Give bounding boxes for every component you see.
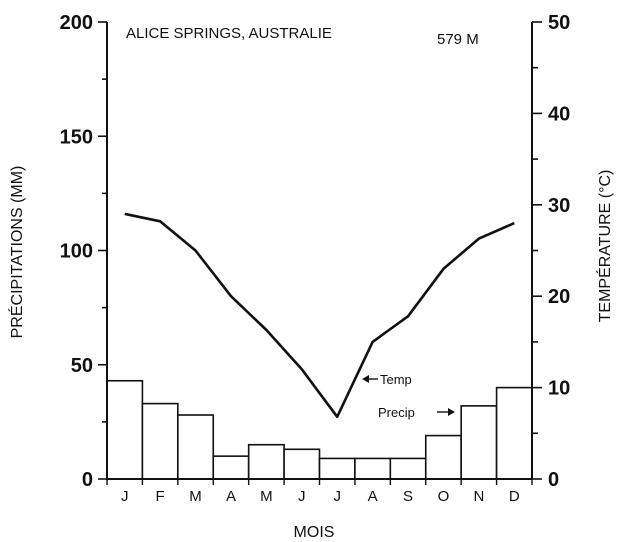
month-label: J	[333, 488, 341, 505]
precip-bar-1	[106, 379, 144, 480]
chart-title: ALICE SPRINGS, AUSTRALIE	[126, 25, 332, 42]
month-label: D	[509, 488, 520, 505]
precip-bar-12	[495, 386, 533, 480]
temp-line	[124, 212, 515, 419]
left-tick-label: 200	[60, 12, 93, 34]
precip-bar-5	[247, 443, 285, 480]
precip-bar-2	[141, 402, 179, 480]
right-tick-label: 30	[548, 195, 570, 217]
x-axis-title: MOIS	[294, 524, 335, 541]
chart-axes	[98, 21, 542, 485]
precip-bar-4	[212, 455, 250, 480]
left-tick-label: 50	[71, 355, 93, 377]
temp-arrow-head	[362, 375, 369, 383]
precip-bar-10	[424, 434, 462, 480]
month-label: O	[438, 488, 450, 505]
precip-bar-11	[460, 405, 498, 480]
altitude-label: 579 M	[437, 31, 479, 48]
right-tick-label: 0	[548, 469, 559, 491]
precip-bar-8	[354, 457, 392, 480]
y-axis-title-left: PRÉCIPITATIONS (MM)	[7, 166, 26, 339]
precip-bar-7	[318, 457, 356, 480]
month-label: N	[473, 488, 484, 505]
tick-labels: 0 50 100 150 200 0 10 20 30 40 50 J F M A M J J A S O N D	[60, 12, 571, 505]
precip-bar-3	[177, 414, 215, 480]
y-axis-title-right: TEMPÉRATURE (°C)	[595, 170, 614, 323]
right-tick-label: 50	[548, 12, 570, 34]
month-label: A	[368, 488, 378, 505]
precip-bar-9	[389, 457, 427, 480]
left-tick-label: 0	[82, 469, 93, 491]
right-tick-label: 10	[548, 378, 570, 400]
left-tick-label: 150	[60, 126, 93, 148]
right-tick-label: 20	[548, 286, 570, 308]
month-label: J	[121, 488, 129, 505]
month-label: M	[260, 488, 273, 505]
temp-annotation: Temp	[380, 372, 412, 387]
right-tick-label: 40	[548, 103, 570, 125]
precip-arrow-head	[448, 408, 455, 416]
precip-bar-6	[283, 448, 321, 480]
left-tick-label: 100	[60, 241, 93, 263]
month-label: F	[156, 488, 165, 505]
month-label: S	[403, 488, 413, 505]
chart-labels: ALICE SPRINGS, AUSTRALIE 579 M MOIS PRÉC…	[7, 25, 614, 541]
precip-bars	[106, 379, 533, 480]
annotations: Temp Precip	[362, 372, 455, 420]
temp-line-layer	[124, 212, 515, 419]
month-label: A	[226, 488, 236, 505]
month-label: J	[298, 488, 306, 505]
month-label: M	[189, 488, 202, 505]
precip-annotation: Precip	[378, 405, 415, 420]
